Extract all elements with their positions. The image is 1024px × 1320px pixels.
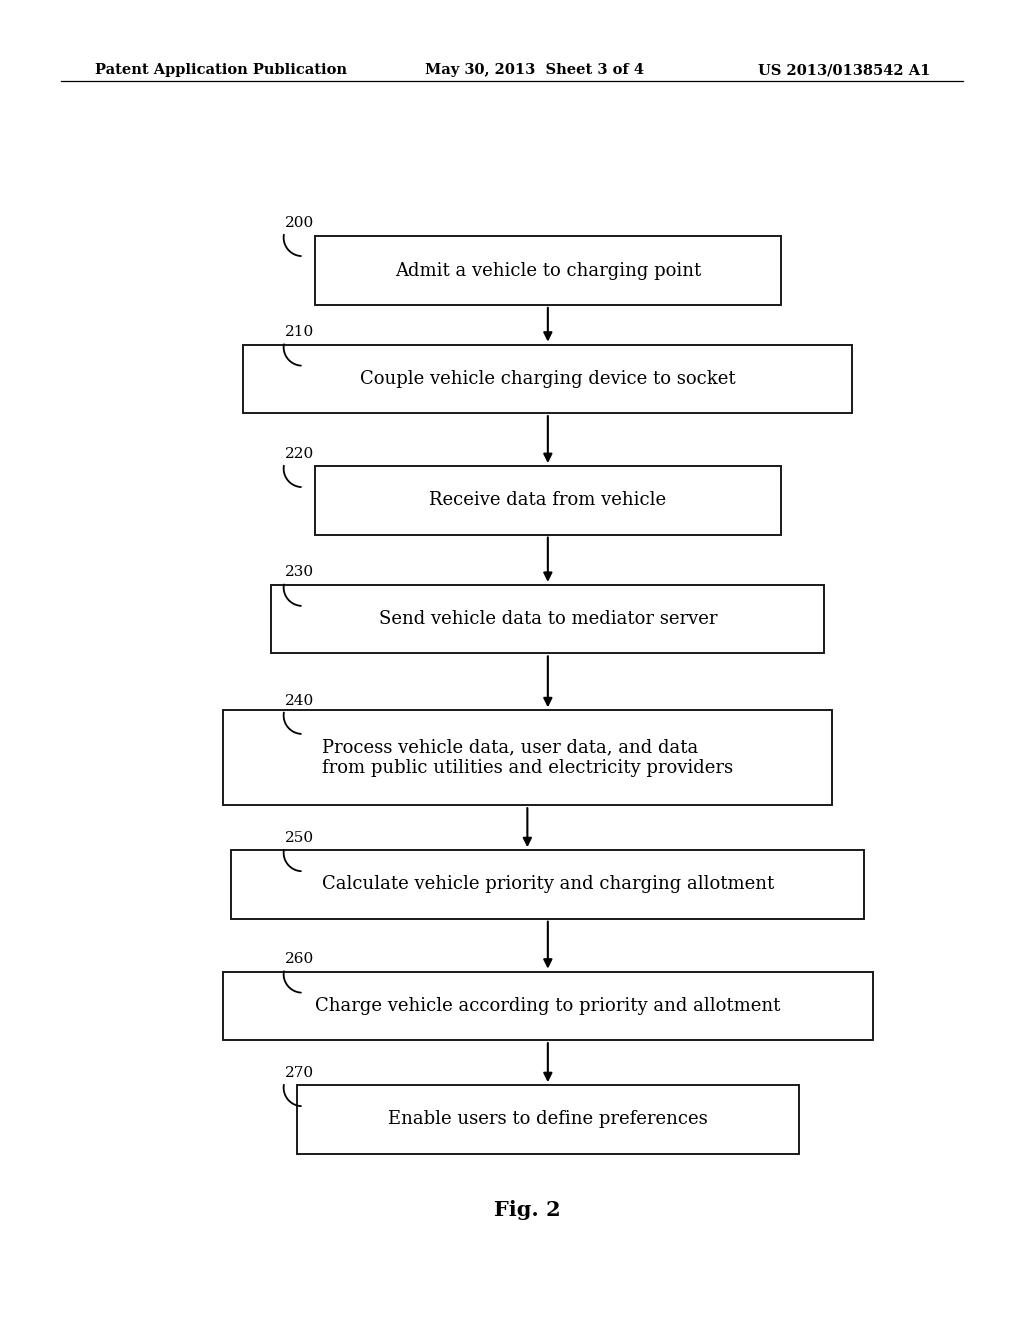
FancyBboxPatch shape — [231, 850, 864, 919]
FancyBboxPatch shape — [223, 972, 872, 1040]
Text: 230: 230 — [285, 565, 313, 579]
Text: Receive data from vehicle: Receive data from vehicle — [429, 491, 667, 510]
Text: 270: 270 — [285, 1065, 313, 1080]
FancyBboxPatch shape — [223, 710, 831, 805]
Text: Enable users to define preferences: Enable users to define preferences — [388, 1110, 708, 1129]
Text: 240: 240 — [285, 693, 314, 708]
Text: Send vehicle data to mediator server: Send vehicle data to mediator server — [379, 610, 717, 628]
Text: May 30, 2013  Sheet 3 of 4: May 30, 2013 Sheet 3 of 4 — [425, 63, 644, 78]
Text: Admit a vehicle to charging point: Admit a vehicle to charging point — [394, 261, 701, 280]
Text: 250: 250 — [285, 830, 313, 845]
Text: US 2013/0138542 A1: US 2013/0138542 A1 — [758, 63, 930, 78]
Text: Couple vehicle charging device to socket: Couple vehicle charging device to socket — [360, 370, 735, 388]
FancyBboxPatch shape — [315, 236, 780, 305]
Text: Calculate vehicle priority and charging allotment: Calculate vehicle priority and charging … — [322, 875, 774, 894]
Text: 210: 210 — [285, 325, 314, 339]
Text: Fig. 2: Fig. 2 — [494, 1200, 561, 1221]
Text: Process vehicle data, user data, and data
from public utilities and electricity : Process vehicle data, user data, and dat… — [322, 738, 733, 777]
Text: 260: 260 — [285, 952, 314, 966]
FancyBboxPatch shape — [244, 345, 852, 413]
Text: 220: 220 — [285, 446, 314, 461]
FancyBboxPatch shape — [297, 1085, 799, 1154]
Text: 200: 200 — [285, 215, 314, 230]
Text: Charge vehicle according to priority and allotment: Charge vehicle according to priority and… — [315, 997, 780, 1015]
FancyBboxPatch shape — [271, 585, 824, 653]
Text: Patent Application Publication: Patent Application Publication — [95, 63, 347, 78]
FancyBboxPatch shape — [315, 466, 780, 535]
